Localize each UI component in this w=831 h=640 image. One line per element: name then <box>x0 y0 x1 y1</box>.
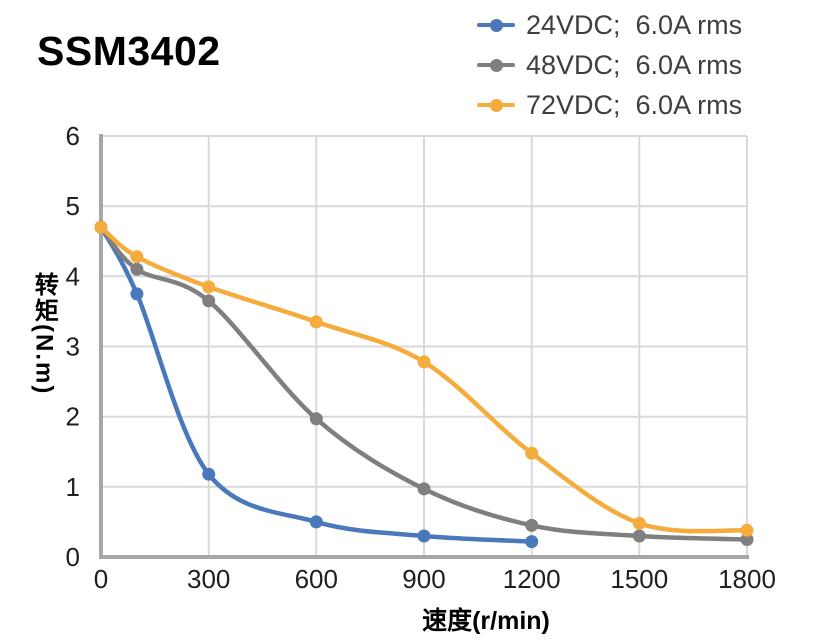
svg-text:4: 4 <box>66 261 80 291</box>
marker-dot <box>489 58 503 72</box>
line-dot-marker-icon <box>477 18 515 32</box>
marker-dot <box>489 18 503 32</box>
marker-dot <box>489 98 503 112</box>
svg-text:1800: 1800 <box>718 564 776 594</box>
legend-label-48vdc: 48VDC; 6.0A rms <box>526 49 743 80</box>
svg-text:1200: 1200 <box>503 564 561 594</box>
svg-text:0: 0 <box>94 564 108 594</box>
svg-text:300: 300 <box>187 564 230 594</box>
legend-item-48vdc: 48VDC; 6.0A rms <box>477 45 742 85</box>
model-title: SSM3402 <box>37 28 221 74</box>
svg-text:3: 3 <box>66 332 80 362</box>
svg-text:0: 0 <box>66 542 80 572</box>
y-axis-label: 转矩(N.m) <box>30 272 58 396</box>
svg-text:600: 600 <box>295 564 338 594</box>
x-axis-label: 速度(r/min) <box>422 607 550 635</box>
legend-label-72vdc: 72VDC; 6.0A rms <box>526 89 743 120</box>
svg-text:1: 1 <box>66 472 80 502</box>
legend-label-24vdc: 24VDC; 6.0A rms <box>526 9 743 40</box>
legend-item-72vdc: 72VDC; 6.0A rms <box>477 85 742 125</box>
svg-text:1500: 1500 <box>610 564 668 594</box>
svg-text:6: 6 <box>66 121 80 151</box>
svg-text:900: 900 <box>402 564 445 594</box>
line-dot-marker-icon <box>477 58 515 72</box>
svg-text:5: 5 <box>66 191 80 221</box>
svg-text:2: 2 <box>66 402 80 432</box>
legend-item-24vdc: 24VDC; 6.0A rms <box>477 5 742 45</box>
chart-legend: 24VDC; 6.0A rms 48VDC; 6.0A rms 72VDC; 6… <box>477 5 742 125</box>
line-dot-marker-icon <box>477 98 515 112</box>
